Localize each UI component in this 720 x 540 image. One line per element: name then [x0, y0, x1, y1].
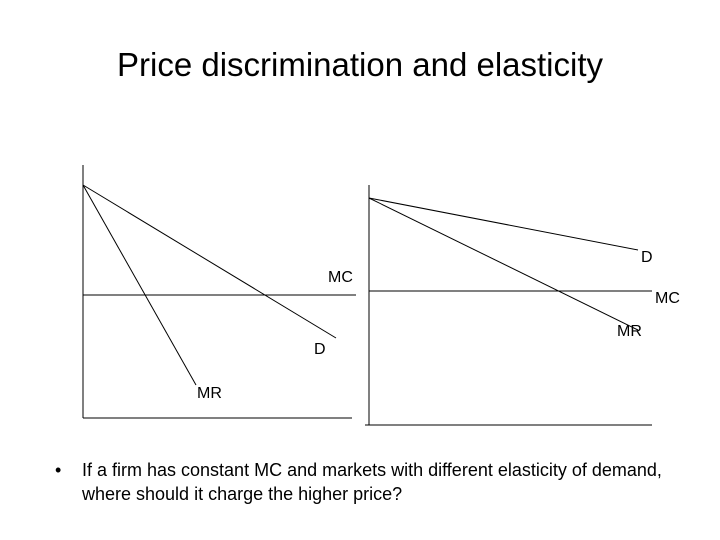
left-graph: MC D MR: [82, 165, 356, 419]
slide-title: Price discrimination and elasticity: [116, 46, 604, 83]
mr-line: [82, 184, 197, 386]
demand-line: [82, 184, 337, 339]
d-label: D: [314, 341, 326, 358]
mc-label: MC: [655, 290, 680, 307]
d-label: D: [641, 249, 653, 266]
mr-label: MR: [617, 323, 642, 340]
right-graph: D MC MR: [365, 185, 680, 426]
mr-label: MR: [197, 385, 222, 402]
mr-line: [368, 197, 639, 331]
demand-line: [368, 197, 639, 251]
bullet-marker: •: [55, 460, 62, 480]
bullet-text: If a firm has constant MC and markets wi…: [82, 460, 662, 504]
mc-label: MC: [328, 269, 353, 286]
